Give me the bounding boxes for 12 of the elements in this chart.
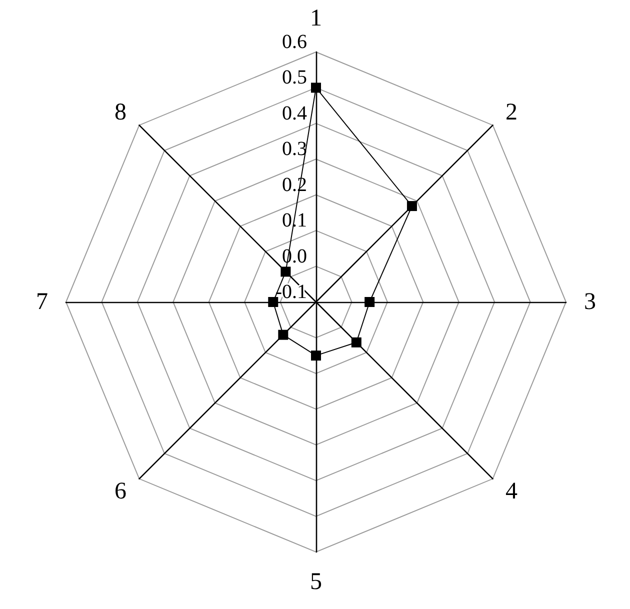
spoke-label: 7 <box>36 289 48 315</box>
y-tick-label: -0.1 <box>275 281 307 303</box>
spoke-label: 1 <box>310 6 322 32</box>
spoke-label: 5 <box>310 569 322 595</box>
spoke-label: 8 <box>114 99 126 126</box>
spoke-label: 3 <box>584 289 596 315</box>
y-tick-label: 0.5 <box>282 66 307 89</box>
spoke-label: 2 <box>506 99 518 126</box>
y-tick-label: 0.6 <box>282 31 307 53</box>
spoke-label: 4 <box>506 478 518 505</box>
y-tick-label: 0.4 <box>282 102 307 124</box>
spoke-label: 6 <box>114 478 126 505</box>
